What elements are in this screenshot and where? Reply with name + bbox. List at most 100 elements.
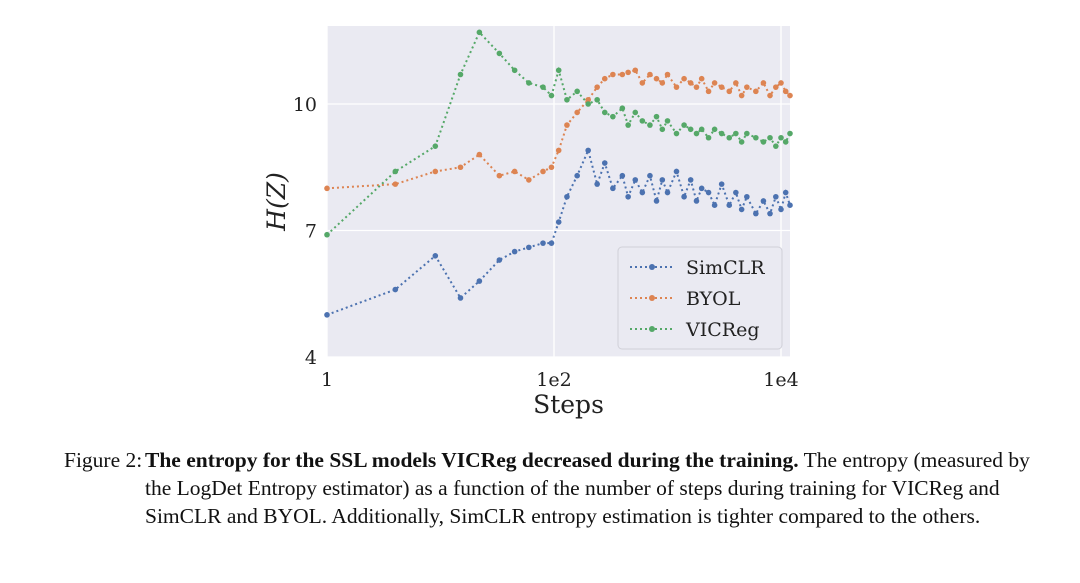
data-point bbox=[574, 88, 580, 95]
data-point bbox=[705, 189, 712, 196]
legend-marker bbox=[649, 326, 655, 332]
data-point bbox=[639, 118, 646, 124]
caption-label: Figure 2: bbox=[64, 448, 143, 472]
data-point bbox=[632, 109, 639, 116]
data-point bbox=[673, 168, 680, 175]
data-point bbox=[705, 134, 712, 141]
data-point bbox=[659, 80, 666, 86]
data-point bbox=[574, 109, 580, 116]
data-point bbox=[744, 84, 750, 90]
data-point bbox=[601, 160, 608, 166]
data-point bbox=[585, 147, 591, 154]
data-point bbox=[778, 80, 784, 86]
legend-marker bbox=[649, 295, 655, 301]
data-point bbox=[653, 198, 660, 204]
data-point bbox=[744, 193, 750, 200]
legend-label: SimCLR bbox=[686, 257, 765, 279]
data-point bbox=[782, 189, 789, 196]
data-point bbox=[767, 134, 773, 141]
data-point bbox=[760, 80, 767, 86]
data-point bbox=[698, 126, 705, 133]
y-tick-label: 7 bbox=[305, 221, 317, 243]
data-point bbox=[555, 67, 562, 74]
data-point bbox=[767, 210, 773, 217]
data-point bbox=[778, 206, 784, 213]
data-point bbox=[594, 96, 600, 103]
data-point bbox=[392, 181, 399, 187]
data-point bbox=[738, 139, 745, 145]
data-point bbox=[787, 92, 793, 99]
caption-body: The entropy (measured by the LogDet Entr… bbox=[145, 448, 1030, 528]
data-point bbox=[738, 92, 745, 99]
caption-body-block: The entropy for the SSL models VICReg de… bbox=[145, 446, 1054, 530]
series-vicreg bbox=[324, 29, 793, 238]
legend-box bbox=[617, 246, 783, 350]
data-point bbox=[753, 88, 759, 95]
data-point bbox=[698, 185, 705, 192]
data-point bbox=[681, 122, 687, 128]
data-point bbox=[711, 202, 718, 209]
data-point bbox=[574, 172, 580, 179]
data-point bbox=[681, 193, 687, 200]
data-point bbox=[693, 198, 700, 204]
series-simclr bbox=[324, 147, 793, 318]
data-point bbox=[632, 67, 639, 74]
data-point bbox=[787, 202, 793, 209]
data-point bbox=[760, 139, 767, 145]
legend-label: VICReg bbox=[685, 319, 759, 341]
data-point bbox=[625, 193, 631, 200]
data-point bbox=[639, 189, 646, 196]
data-point bbox=[555, 219, 562, 225]
data-point bbox=[653, 75, 660, 82]
data-point bbox=[733, 130, 739, 137]
data-point bbox=[564, 122, 570, 128]
data-point bbox=[564, 96, 570, 103]
data-point bbox=[787, 130, 793, 137]
data-point bbox=[457, 295, 464, 301]
x-tick-label: 1 bbox=[321, 369, 333, 391]
data-point bbox=[324, 185, 330, 192]
data-point bbox=[711, 126, 718, 133]
data-point bbox=[718, 84, 725, 90]
data-point bbox=[594, 181, 600, 187]
data-point bbox=[753, 210, 759, 217]
data-point bbox=[625, 69, 631, 76]
data-point bbox=[760, 198, 767, 204]
data-point bbox=[511, 168, 518, 175]
data-point bbox=[653, 113, 660, 120]
data-point bbox=[647, 71, 653, 78]
data-point bbox=[610, 185, 616, 192]
data-point bbox=[526, 177, 532, 183]
data-point bbox=[324, 231, 330, 238]
data-point bbox=[673, 130, 680, 137]
data-point bbox=[496, 50, 503, 57]
data-point bbox=[681, 75, 687, 82]
tick-labels: 1 1e2 1e4 4 7 10 bbox=[293, 94, 799, 391]
data-point bbox=[476, 278, 483, 284]
data-point bbox=[773, 84, 779, 90]
data-point bbox=[664, 71, 671, 78]
data-point bbox=[457, 164, 464, 171]
data-point bbox=[726, 88, 733, 95]
data-point bbox=[432, 143, 439, 149]
y-tick-label: 10 bbox=[293, 94, 317, 116]
data-point bbox=[673, 84, 680, 90]
data-point bbox=[698, 75, 705, 82]
data-point bbox=[687, 80, 694, 86]
legend: SimCLR BYOL VICReg bbox=[617, 246, 783, 350]
data-point bbox=[718, 181, 725, 187]
data-point bbox=[585, 101, 591, 107]
caption-title: The entropy for the SSL models VICReg de… bbox=[145, 448, 799, 472]
x-tick-label: 1e4 bbox=[763, 369, 798, 391]
data-point bbox=[511, 67, 518, 74]
data-point bbox=[585, 96, 591, 103]
data-point bbox=[726, 202, 733, 209]
data-point bbox=[664, 189, 671, 196]
data-point bbox=[782, 88, 789, 95]
data-point bbox=[639, 80, 646, 86]
data-point bbox=[555, 147, 562, 154]
data-point bbox=[693, 130, 700, 137]
data-point bbox=[718, 130, 725, 137]
data-point bbox=[647, 122, 653, 128]
data-point bbox=[782, 139, 789, 145]
